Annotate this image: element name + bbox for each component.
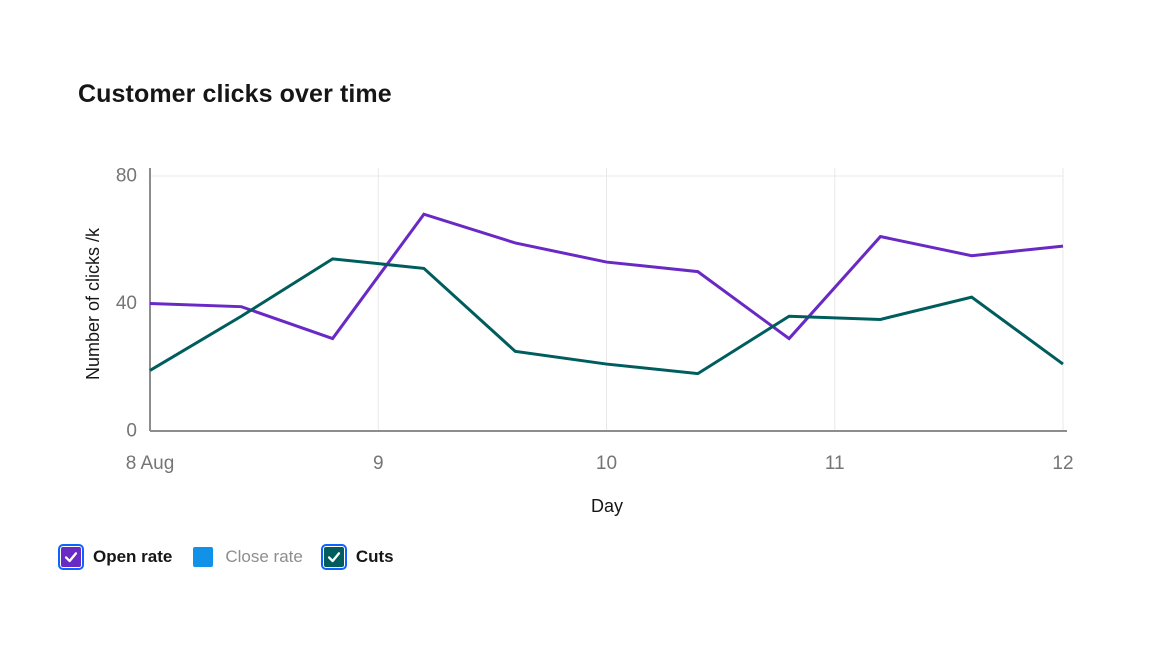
y-axis-title: Number of clicks /k [83,227,103,380]
legend-checkbox-open-rate[interactable] [61,547,81,567]
grid-layer [150,168,1064,431]
legend-item-close-rate[interactable]: Close rate [190,544,303,570]
x-tick-label-12: 12 [1052,453,1073,474]
x-tick-label-9: 9 [373,453,384,474]
legend-checkbox-focus-ring [320,544,347,570]
legend-item-open-rate[interactable]: Open rate [58,544,172,570]
x-tick-label-11: 11 [825,453,845,474]
legend-checkbox-focus-ring [58,544,84,570]
x-tick-label-10: 10 [596,453,617,474]
legend-item-cuts[interactable]: Cuts [320,544,394,570]
series-line-cuts [149,257,1064,376]
chart-legend: Open rate Close rate Cuts [58,544,394,570]
series-line-open-rate [149,212,1064,341]
checkmark-icon [64,552,78,563]
legend-checkbox-cuts[interactable] [323,547,344,567]
legend-label-open-rate[interactable]: Open rate [93,547,173,566]
chart-title: Customer clicks over time [78,80,392,108]
y-tick-label-0: 0 [126,421,137,442]
axis-layer [149,168,1067,432]
y-tick-label-80: 80 [116,166,137,187]
legend-label-cuts[interactable]: Cuts [355,547,394,566]
legend-label-close-rate[interactable]: Close rate [225,547,303,566]
checkmark-icon [327,552,340,563]
series-layer [149,212,1064,376]
tick-layer: 0 40 80 8 Aug 9 10 11 12 [116,166,1074,475]
y-tick-label-40: 40 [116,293,137,314]
x-tick-label-8-aug: 8 Aug [126,453,175,474]
legend-checkbox-close-rate[interactable] [193,547,214,567]
x-axis-title: Day [591,496,623,516]
